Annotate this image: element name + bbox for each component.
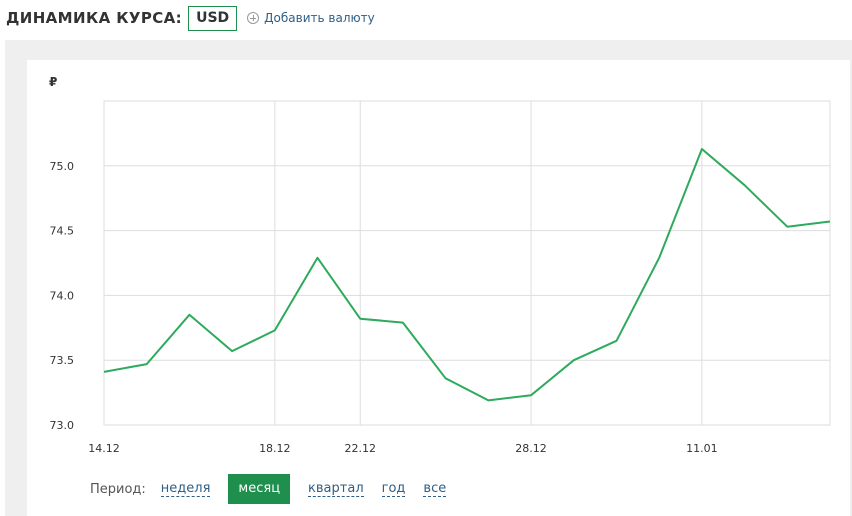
- x-tick-label: 14.12: [88, 442, 120, 455]
- data-point: [230, 349, 234, 353]
- y-tick-label: 75.0: [50, 160, 75, 173]
- data-point: [828, 220, 832, 224]
- period-option-month[interactable]: месяц: [228, 474, 291, 504]
- y-unit-label: ₽: [49, 75, 57, 89]
- data-point: [785, 225, 789, 229]
- rate-chart: 73.0 73.5 74.0 74.5 75.0 ₽14.12 18.12 22.12 28.1…: [49, 75, 832, 455]
- data-point: [657, 256, 661, 260]
- data-point: [572, 358, 576, 362]
- y-tick-label: 74.0: [50, 289, 75, 302]
- add-currency-link[interactable]: Добавить валюту: [247, 11, 375, 25]
- chart-card: 73.0 73.5 74.0 74.5 75.0 ₽14.12 18.12 22.12 28.1…: [27, 60, 850, 516]
- y-tick-label: 73.0: [50, 419, 75, 432]
- data-point: [401, 321, 405, 325]
- data-point: [486, 398, 490, 402]
- period-option-quarter[interactable]: квартал: [308, 481, 364, 497]
- data-point: [102, 370, 106, 374]
- data-point: [529, 393, 533, 397]
- x-tick-label: 28.12: [515, 442, 547, 455]
- data-point: [187, 313, 191, 317]
- series-line: [103, 148, 831, 402]
- add-currency-label: Добавить валюту: [264, 11, 375, 25]
- x-tick-label: 11.01: [686, 442, 718, 455]
- y-tick-label: 74.5: [50, 225, 75, 238]
- data-point: [145, 362, 149, 366]
- x-tick-label: 22.12: [344, 442, 376, 455]
- data-point: [273, 328, 277, 332]
- data-point: [358, 317, 362, 321]
- header: ДИНАМИКА КУРСА: USD Добавить валюту: [6, 5, 375, 31]
- x-tick-label: 18.12: [259, 442, 291, 455]
- period-option-year[interactable]: год: [381, 481, 406, 497]
- currency-selector[interactable]: USD: [188, 5, 238, 31]
- data-point: [614, 339, 618, 343]
- page-title: ДИНАМИКА КУРСА:: [6, 9, 183, 27]
- period-selector: Период: неделя месяц квартал год все: [90, 474, 455, 504]
- plot-frame: [103, 100, 831, 426]
- y-tick-label: 73.5: [50, 354, 75, 367]
- period-option-week[interactable]: неделя: [160, 481, 211, 497]
- data-point: [444, 376, 448, 380]
- plus-circle-icon: [247, 12, 260, 24]
- data-point: [743, 183, 747, 187]
- data-point: [700, 147, 704, 151]
- data-point: [316, 256, 320, 260]
- period-option-all[interactable]: все: [423, 481, 447, 497]
- period-label: Период:: [90, 481, 146, 497]
- chart-panel: 73.0 73.5 74.0 74.5 75.0 ₽14.12 18.12 22.12 28.1…: [5, 40, 852, 516]
